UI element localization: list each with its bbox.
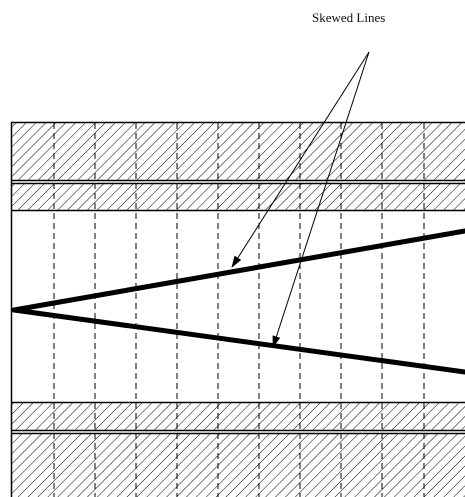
annotation-arrow-upper	[231, 51, 370, 268]
skewed-lines-label: Skewed Lines	[312, 10, 386, 25]
hatched-band-bottom-inner	[12, 403, 465, 430]
skewed-line-lower	[11, 307, 465, 375]
dashed-grid-lines	[53, 123, 425, 497]
annotation-arrow-lower	[272, 51, 370, 348]
hatched-band-bottom-outer	[12, 434, 465, 497]
hatched-band-top-outer	[12, 123, 465, 180]
skewed-line-upper	[11, 228, 465, 313]
outer-frame	[10, 121, 465, 497]
hatched-band-top-inner	[12, 183, 465, 210]
